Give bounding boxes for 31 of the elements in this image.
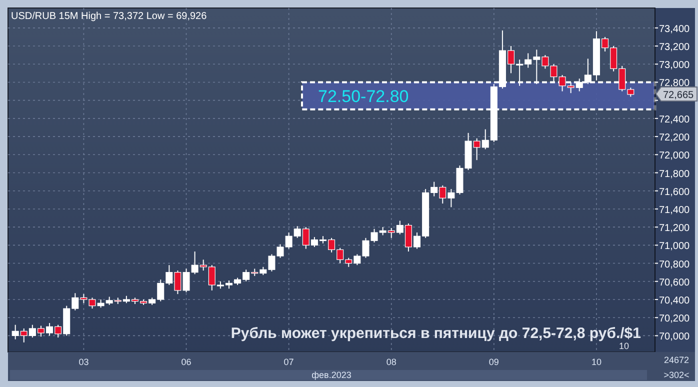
x-tick-label: 09 (488, 357, 499, 367)
y-tick-label: 70,200 (659, 314, 690, 325)
y-tick-label: 72,000 (659, 150, 690, 162)
y-tick-label: 72,200 (659, 132, 690, 144)
y-tick-label: 70,600 (659, 277, 690, 288)
y-tick-label: 70,400 (659, 295, 690, 306)
x-tick-label: 10 (591, 357, 602, 367)
x-tick-label: 07 (284, 357, 294, 367)
y-tick-label: 70,800 (659, 259, 690, 270)
y-tick-label: 73,400 (659, 24, 690, 35)
x-tick-label: 03 (78, 357, 89, 367)
annotation: Рубль может укрепиться в пятницу до 72,5-72,8 руб./$1 (230, 325, 641, 342)
annotation: 10 (618, 341, 630, 351)
y-tick-label: 73,000 (659, 60, 690, 72)
chart-title: USD/RUB 15M High = 73,372 Low = 69,926 (11, 11, 208, 22)
y-tick-label: 71,400 (659, 204, 690, 216)
y-tick-label: 71,600 (659, 186, 690, 198)
y-tick-label: 71,000 (659, 241, 690, 252)
x-tick-label: 06 (181, 357, 192, 367)
x-axis-title: фев.2023 (312, 370, 352, 380)
text: >302< (664, 370, 690, 380)
text: 24672 (664, 355, 690, 365)
y-tick-label: 72,400 (659, 114, 690, 126)
x-tick-label: 08 (386, 357, 396, 367)
y-tick-label: 73,200 (659, 42, 690, 54)
y-tick-label: 72,800 (659, 78, 690, 90)
y-tick-label: 71,800 (659, 168, 690, 180)
y-tick-label: 71,200 (659, 223, 690, 234)
band-label: 72.50-72.80 (318, 86, 409, 106)
y-tick-label: 70,000 (659, 332, 690, 343)
text: 72,665 (663, 90, 694, 101)
